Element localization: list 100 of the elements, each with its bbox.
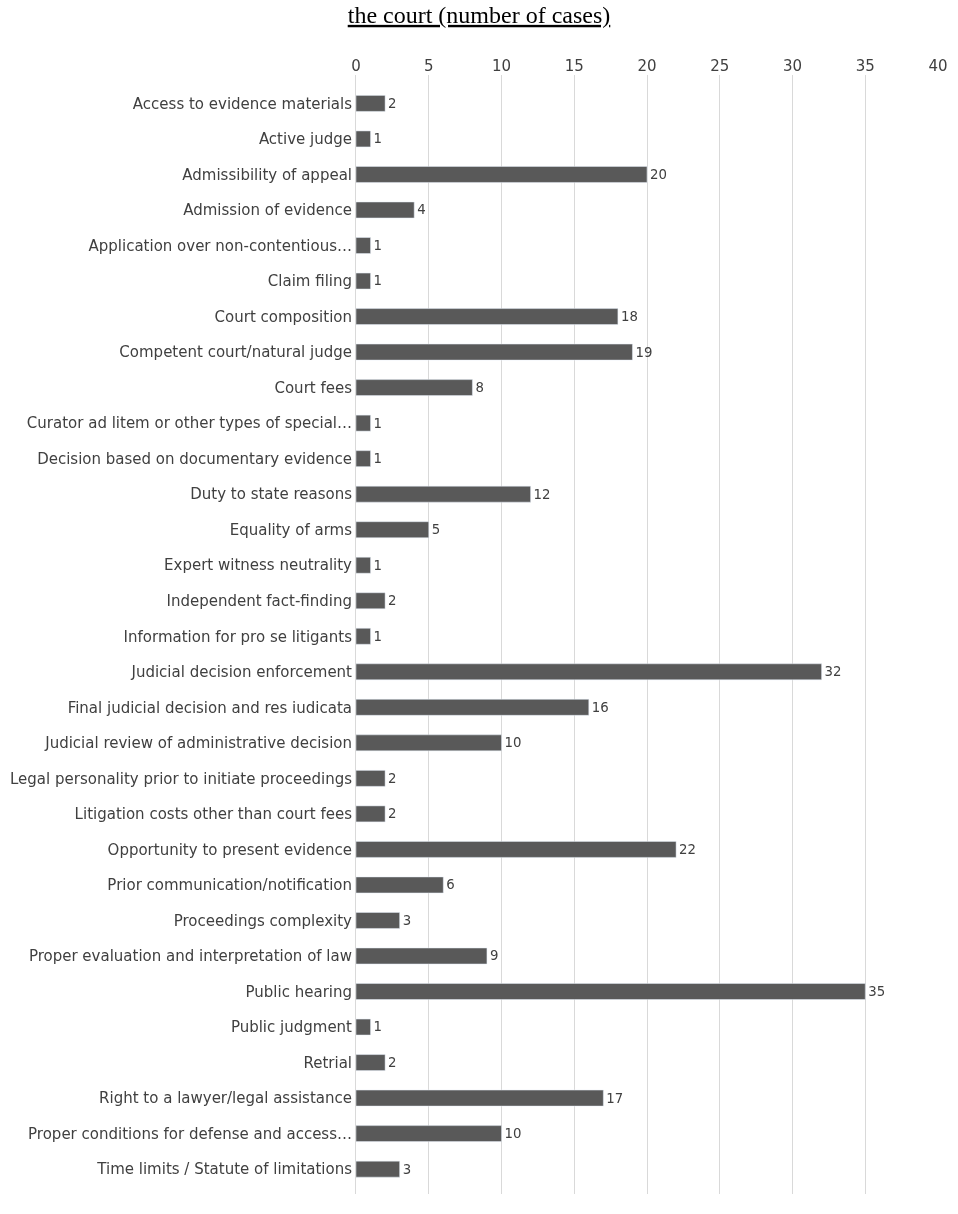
y-tick-label: Public judgment: [230, 1018, 353, 1037]
y-tick-label: Litigation costs other than court fees: [74, 805, 353, 824]
y-tick-label: Claim filing: [267, 272, 352, 291]
bar: [356, 272, 371, 290]
y-tick-label: Active judge: [258, 130, 352, 149]
data-label: 2: [388, 95, 397, 111]
bar: [356, 770, 386, 787]
bar: [356, 1125, 502, 1142]
y-tick-label: Proper conditions for defense and access…: [28, 1124, 352, 1143]
data-label: 1: [373, 628, 383, 644]
y-tick-label: Information for pro se litigants: [123, 627, 353, 646]
bar: [356, 308, 619, 325]
bar: [356, 166, 648, 183]
data-label: 2: [388, 593, 397, 609]
bar: [356, 983, 866, 1000]
bar: [356, 876, 444, 894]
bar: [356, 95, 386, 112]
bar: [356, 699, 590, 716]
data-label: 8: [475, 380, 484, 396]
x-tick-label: 30: [782, 57, 803, 75]
data-label: 2: [388, 806, 397, 822]
bar: [356, 343, 633, 361]
y-tick-label: Expert witness neutrality: [164, 556, 353, 575]
bar: [356, 379, 473, 396]
bar: [356, 1018, 371, 1036]
data-label: 9: [489, 948, 499, 964]
y-tick-label: Right to a lawyer/legal assistance: [99, 1089, 352, 1108]
data-label: 35: [868, 983, 886, 999]
x-tick-label: 40: [928, 57, 948, 75]
data-label: 17: [606, 1090, 624, 1106]
y-tick-label: Prior communication/notification: [107, 876, 352, 895]
bar: [356, 130, 371, 148]
data-label: 1: [373, 415, 383, 431]
bar: [356, 663, 822, 681]
bar: [356, 450, 371, 467]
y-tick-label: Decision based on documentary evidence: [37, 449, 352, 468]
data-label: 2: [388, 1055, 397, 1070]
data-label: 10: [504, 735, 522, 751]
chart-title: the court (number of cases): [347, 1, 611, 28]
data-label: 1: [373, 451, 383, 467]
data-label: 10: [504, 1126, 522, 1142]
bar: [356, 556, 371, 574]
data-label: 2: [388, 770, 397, 786]
data-label: 12: [533, 486, 551, 502]
y-tick-label: Court fees: [274, 378, 353, 397]
y-tick-label: Final judicial decision and res iudicata: [67, 698, 352, 717]
bar: [356, 237, 371, 254]
x-tick-label: 25: [710, 57, 730, 75]
y-tick-label: Duty to state reasons: [190, 485, 353, 504]
data-label: 1: [373, 1019, 383, 1035]
bar: [356, 841, 677, 858]
bar: [356, 805, 386, 823]
bar: [356, 734, 502, 752]
y-tick-label: Time limits / Statute of limitations: [96, 1160, 353, 1179]
data-label: 18: [620, 309, 638, 324]
data-label: 1: [373, 237, 383, 253]
data-label: 22: [679, 841, 697, 857]
bar: [356, 1160, 400, 1178]
y-tick-label: Judicial review of administrative decision: [44, 734, 352, 753]
y-tick-label: Application over non-contentious…: [88, 236, 352, 255]
data-label: 1: [373, 273, 383, 289]
data-label: 16: [591, 699, 609, 715]
y-tick-label: Independent fact-finding: [166, 592, 352, 610]
y-tick-label: Proceedings complexity: [173, 911, 353, 930]
data-label: 6: [446, 877, 455, 893]
y-tick-label: Competent court/natural judge: [119, 343, 352, 362]
y-tick-label: Proper evaluation and interpretation of law: [28, 947, 352, 966]
data-label: 4: [417, 202, 426, 218]
y-tick-label: Equality of arms: [229, 520, 353, 539]
bar: [356, 947, 488, 965]
x-tick-label: 35: [855, 57, 875, 75]
y-tick-label: Access to evidence materials: [132, 94, 353, 113]
bar: [356, 1089, 604, 1107]
data-label: 3: [402, 1161, 412, 1177]
x-tick-label: 20: [637, 57, 657, 75]
data-label: 1: [373, 557, 383, 573]
data-label: 32: [824, 664, 842, 680]
y-tick-label: Curator ad litem or other types of special…: [26, 414, 352, 433]
bar: [356, 628, 371, 645]
y-tick-label: Admission of evidence: [183, 201, 352, 220]
data-label: 5: [431, 522, 441, 538]
x-tick-label: 10: [491, 57, 512, 75]
bar: [356, 201, 415, 219]
bar: [356, 521, 429, 538]
data-label: 1: [373, 131, 383, 147]
x-tick-label: 0: [351, 57, 361, 75]
bar: [356, 912, 400, 929]
y-tick-label: Admissibility of appeal: [182, 165, 352, 184]
y-tick-label: Opportunity to present evidence: [107, 840, 352, 859]
data-label: 19: [635, 344, 653, 360]
bar: [356, 1054, 386, 1071]
bar: [356, 485, 531, 503]
y-tick-label: Public hearing: [245, 982, 352, 1001]
bar: [356, 414, 371, 432]
data-label: 20: [650, 166, 667, 182]
x-tick-label: 5: [423, 57, 434, 75]
y-tick-label: Retrial: [303, 1053, 352, 1072]
x-tick-label: 15: [564, 57, 584, 75]
y-tick-label: Court composition: [214, 307, 352, 326]
bar: [356, 592, 386, 609]
